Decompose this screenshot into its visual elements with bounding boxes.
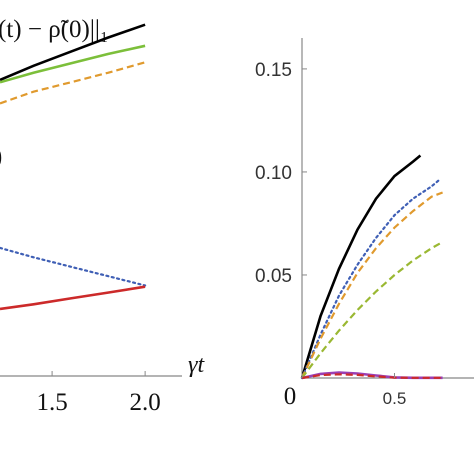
left-series-line-3 [0, 246, 147, 287]
left-series-line-0 [0, 23, 146, 82]
left-x-tick-label-0: 1.5 [36, 389, 67, 416]
right-series-line-0 [300, 154, 422, 379]
right-series-line-4 [301, 371, 443, 380]
right-chart-panel: 0.050.100.15 0 0.5 [255, 38, 474, 410]
left-series-line-1 [0, 44, 146, 84]
right-y-tick-label-1: 0.10 [255, 163, 292, 184]
left-x-axis-label: γt [188, 352, 205, 378]
right-series-line-2 [301, 191, 443, 379]
left-chart-title: (t) − ρ̃(0)||₁ [0, 16, 109, 43]
right-series-line-3 [301, 241, 444, 379]
right-x-ticks: 0 0.5 [284, 373, 407, 410]
left-chart-panel: (t) − ρ̃(0)||₁ 1.5 2.0 γt ) [0, 16, 205, 416]
left-series-line-2 [0, 61, 146, 105]
right-y-ticks: 0.05 0.10 0.15 [255, 60, 307, 287]
right-series-group [300, 154, 444, 380]
left-x-tick-label-1: 2.0 [129, 389, 160, 416]
right-x-tick-label-0: 0 [284, 383, 297, 410]
right-y-tick-label-0: 0.05 [255, 266, 292, 287]
right-y-tick-label-2: 0.15 [255, 60, 292, 81]
left-series-group [0, 23, 147, 311]
left-x-ticks: 1.5 2.0 [36, 371, 161, 416]
right-x-tick-label-1: 0.5 [383, 389, 407, 408]
left-annotation: ) [0, 143, 2, 170]
right-series-line-1 [300, 179, 440, 380]
left-series-line-4 [0, 285, 146, 311]
